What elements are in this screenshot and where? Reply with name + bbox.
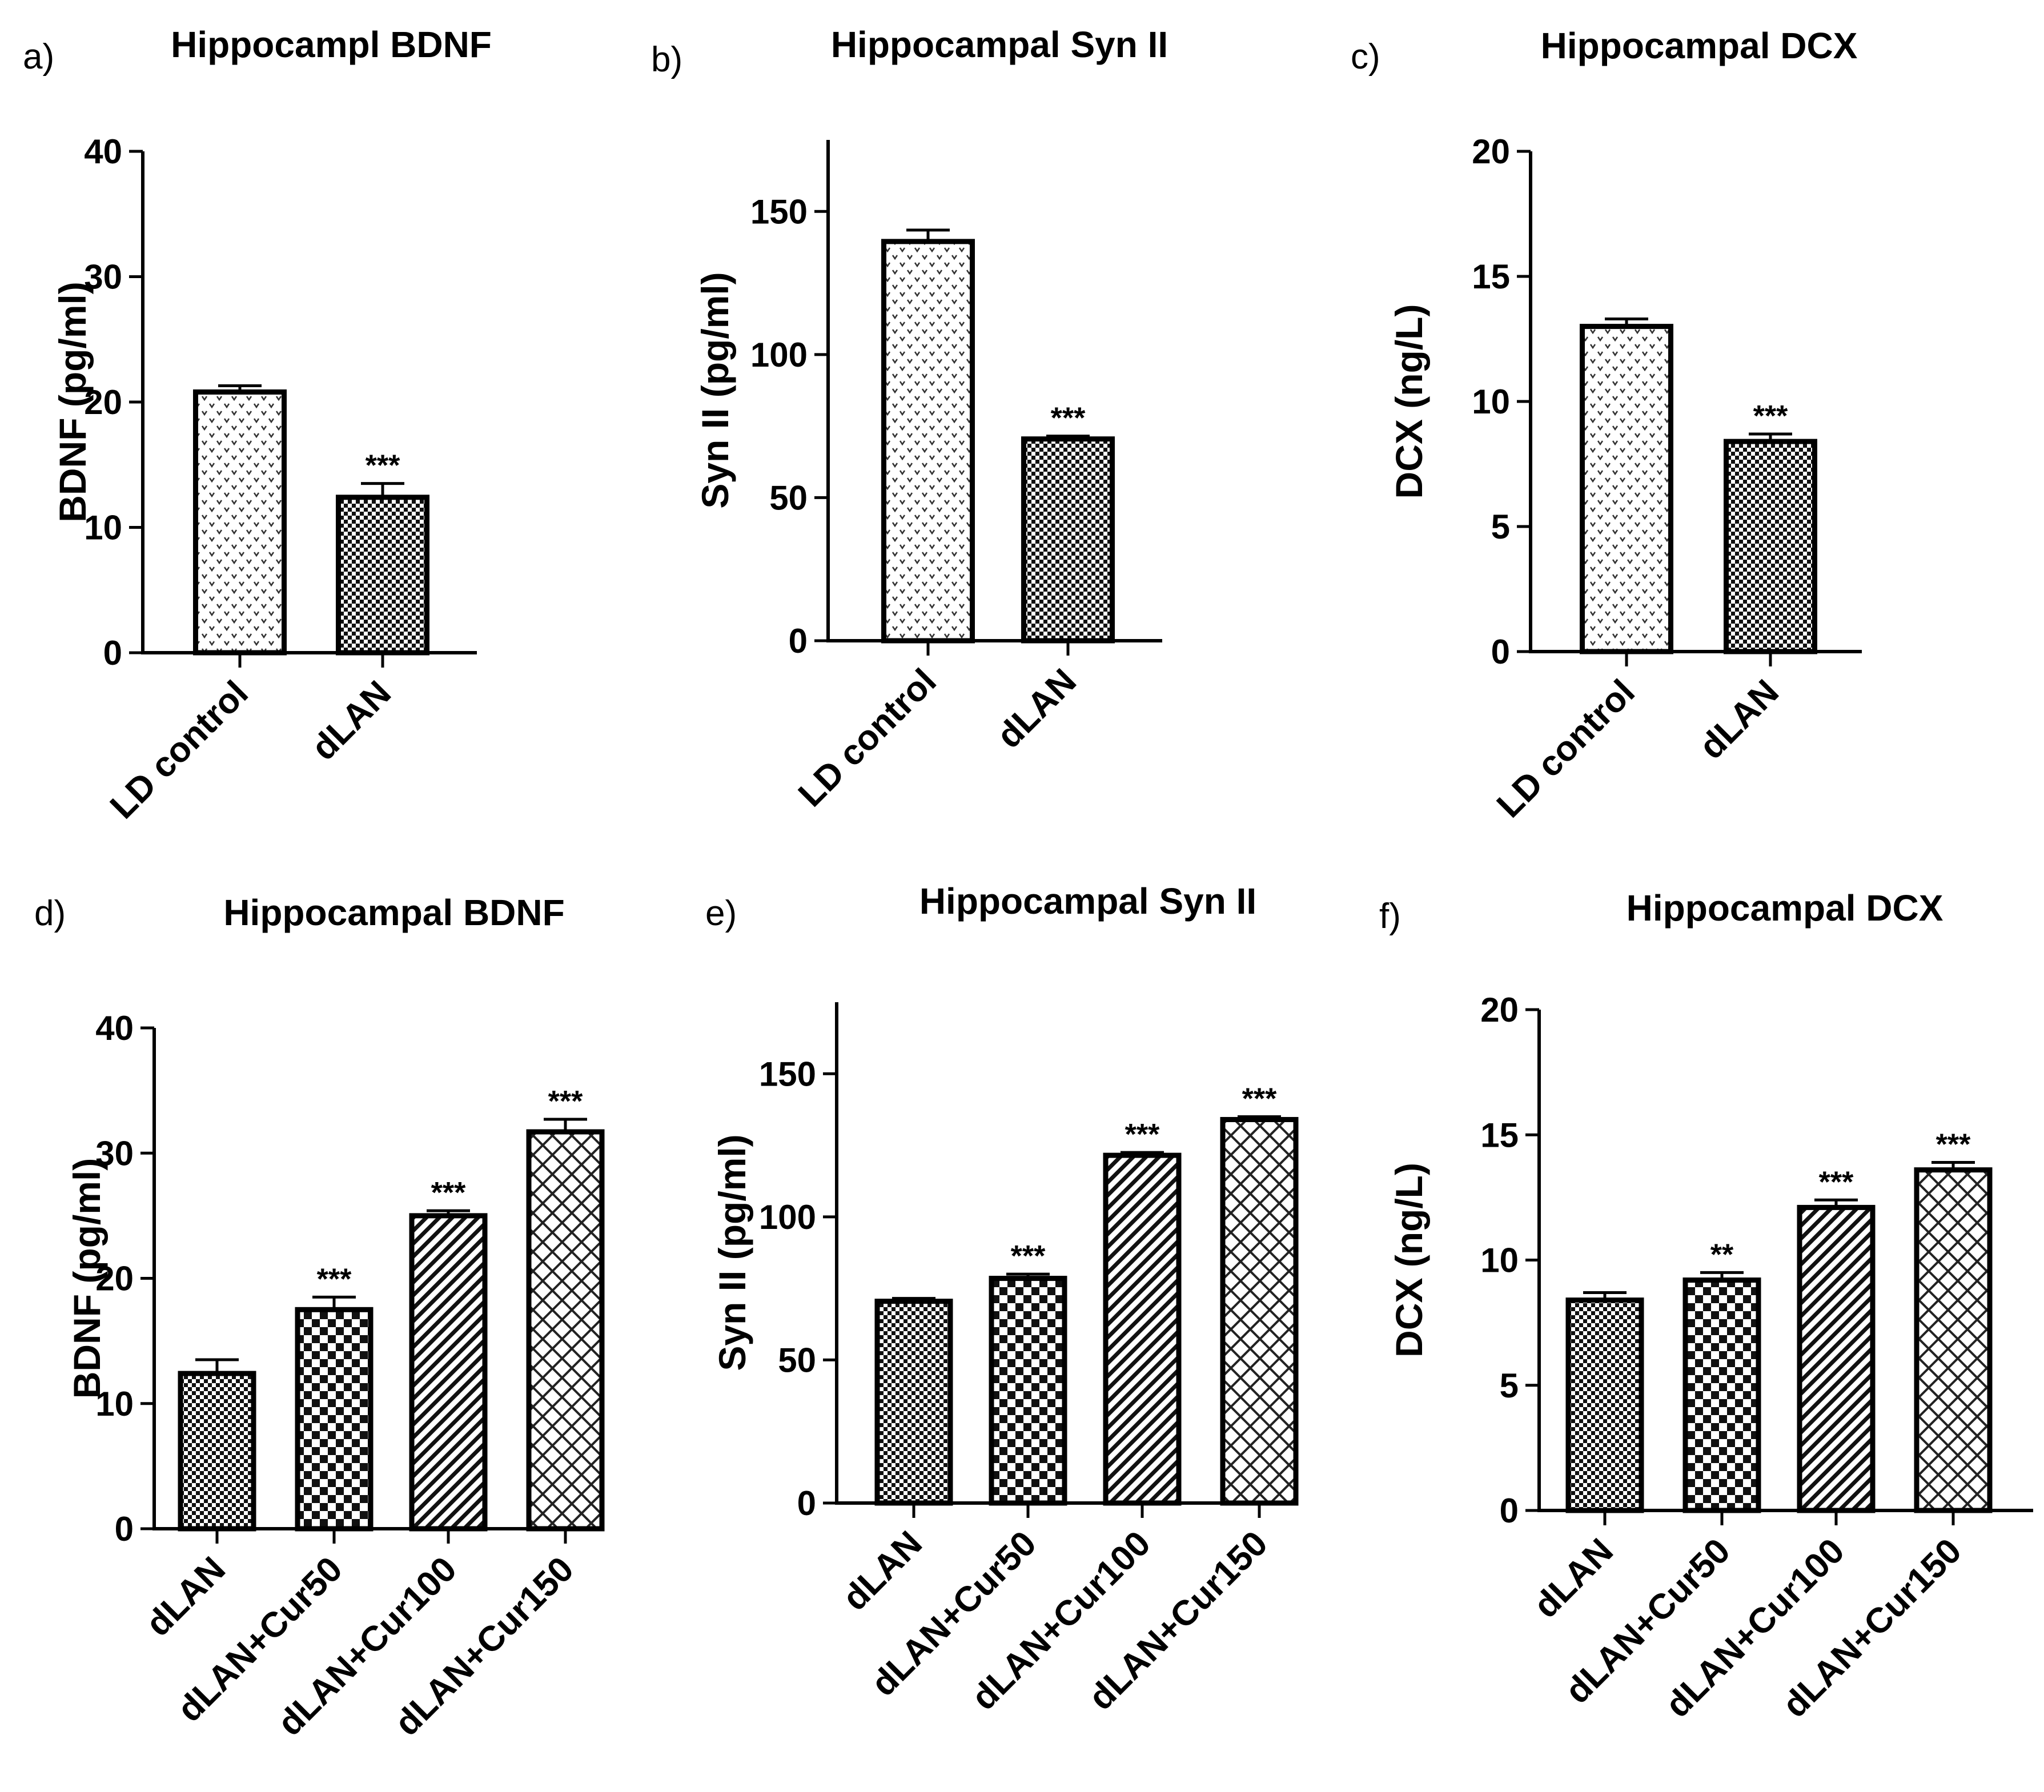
chart-title: Hippocampal DCX bbox=[1627, 887, 1943, 929]
y-tick-label: 20 bbox=[84, 383, 122, 421]
y-tick-label: 20 bbox=[95, 1260, 134, 1298]
y-tick-label: 10 bbox=[1480, 1241, 1519, 1280]
y-tick-label: 150 bbox=[759, 1055, 816, 1093]
bar bbox=[193, 389, 287, 656]
significance-label: *** bbox=[366, 449, 400, 483]
y-tick-label: 100 bbox=[750, 336, 808, 374]
y-tick-label: 40 bbox=[95, 1009, 134, 1047]
y-axis-label: BDNF (pg/ml) bbox=[66, 1158, 108, 1399]
y-tick-label: 150 bbox=[750, 192, 808, 231]
significance-label: ** bbox=[1710, 1238, 1734, 1271]
y-axis-label: DCX (ng/L) bbox=[1388, 1163, 1430, 1357]
y-tick-label: 20 bbox=[1472, 132, 1510, 171]
y-tick-label: 5 bbox=[1500, 1367, 1519, 1405]
panel-label: d) bbox=[34, 894, 66, 933]
y-tick-label: 15 bbox=[1480, 1116, 1519, 1154]
category-label: dLAN bbox=[304, 673, 399, 768]
bar bbox=[526, 1129, 605, 1532]
significance-label: *** bbox=[317, 1263, 352, 1296]
bar bbox=[409, 1213, 488, 1532]
panel-label: f) bbox=[1379, 897, 1401, 936]
significance-label: *** bbox=[548, 1085, 583, 1118]
y-tick-label: 20 bbox=[1480, 991, 1519, 1029]
category-label: dLAN bbox=[1526, 1531, 1621, 1626]
significance-label: *** bbox=[1051, 402, 1086, 435]
category-label: dLAN bbox=[1692, 672, 1786, 767]
bar bbox=[1565, 1297, 1644, 1513]
category-label: dLAN bbox=[835, 1524, 930, 1618]
bar bbox=[1682, 1277, 1761, 1513]
y-tick-label: 0 bbox=[789, 622, 808, 660]
panel-label: c) bbox=[1351, 37, 1380, 77]
bar bbox=[295, 1307, 374, 1532]
bar bbox=[989, 1276, 1067, 1506]
bar bbox=[1724, 439, 1817, 654]
chart-title: Hippocampal DCX bbox=[1541, 25, 1858, 66]
y-tick-label: 10 bbox=[95, 1385, 134, 1423]
significance-label: *** bbox=[1936, 1128, 1971, 1161]
bar bbox=[178, 1371, 256, 1532]
y-tick-label: 30 bbox=[84, 258, 122, 296]
bar bbox=[336, 495, 429, 656]
bar bbox=[1220, 1116, 1299, 1506]
y-axis-label: Syn II (pg/ml) bbox=[694, 272, 736, 508]
y-tick-label: 100 bbox=[759, 1198, 816, 1236]
y-tick-label: 0 bbox=[115, 1510, 134, 1548]
y-tick-label: 40 bbox=[84, 132, 122, 171]
panel-a: a) Hippocampl BDNF BDNF (pg/ml) 0 10 20 30 40 LD… bbox=[23, 24, 492, 826]
category-label: LD control bbox=[103, 673, 256, 826]
significance-label: *** bbox=[1011, 1240, 1046, 1273]
significance-label: *** bbox=[1819, 1166, 1854, 1199]
panel-label: a) bbox=[23, 37, 54, 77]
y-tick-label: 10 bbox=[84, 509, 122, 547]
panel-e: e) Hippocampal Syn II Syn II (pg/ml) 0 50 100… bbox=[705, 881, 1299, 1718]
bar bbox=[1914, 1167, 1993, 1513]
chart-title: Hippocampal BDNF bbox=[223, 892, 564, 933]
y-tick-label: 0 bbox=[1500, 1492, 1519, 1530]
chart-title: Hippocampal Syn II bbox=[919, 881, 1256, 922]
bar bbox=[1580, 324, 1673, 654]
y-tick-label: 50 bbox=[769, 479, 808, 517]
bar bbox=[1797, 1204, 1876, 1513]
category-label: dLAN bbox=[138, 1549, 233, 1644]
chart-title: Hippocampal Syn II bbox=[831, 24, 1168, 65]
y-tick-label: 5 bbox=[1491, 508, 1510, 546]
significance-label: *** bbox=[1753, 400, 1788, 433]
y-axis-label: Syn II (pg/ml) bbox=[711, 1134, 753, 1371]
significance-label: *** bbox=[1125, 1118, 1160, 1151]
bar bbox=[1103, 1152, 1182, 1506]
bar bbox=[1021, 436, 1115, 644]
significance-label: *** bbox=[1242, 1082, 1277, 1115]
panel-c: c) Hippocampal DCX DCX (ng/L) 0 5 10 15 20 LD co… bbox=[1351, 25, 1862, 825]
panel-d: d) Hippocampal BDNF BDNF (pg/ml) 0 10 20 30 40 d… bbox=[34, 892, 605, 1743]
y-tick-label: 10 bbox=[1472, 383, 1510, 421]
significance-label: *** bbox=[431, 1176, 466, 1210]
y-axis-label: BDNF (pg/ml) bbox=[51, 282, 94, 523]
y-tick-label: 0 bbox=[103, 634, 122, 672]
y-tick-label: 15 bbox=[1472, 258, 1510, 296]
category-label: dLAN bbox=[989, 661, 1084, 756]
panel-label: e) bbox=[705, 894, 737, 933]
y-tick-label: 50 bbox=[778, 1341, 816, 1379]
category-label: LD control bbox=[791, 661, 944, 814]
category-label: LD control bbox=[1489, 672, 1643, 825]
y-tick-label: 0 bbox=[1491, 633, 1510, 671]
panel-b: b) Hippocampal Syn II Syn II (pg/ml) 0 50 100… bbox=[651, 24, 1168, 814]
y-axis-label: DCX (ng/L) bbox=[1388, 304, 1430, 499]
panel-label: b) bbox=[651, 40, 682, 79]
chart-title: Hippocampl BDNF bbox=[171, 24, 492, 65]
y-tick-label: 0 bbox=[797, 1484, 816, 1522]
bar bbox=[881, 239, 975, 644]
panel-f: f) Hippocampal DCX DCX (ng/L) 0 5 10 15 20 dLAN *… bbox=[1379, 887, 2033, 1725]
y-tick-label: 30 bbox=[95, 1134, 134, 1172]
bar bbox=[874, 1299, 953, 1506]
